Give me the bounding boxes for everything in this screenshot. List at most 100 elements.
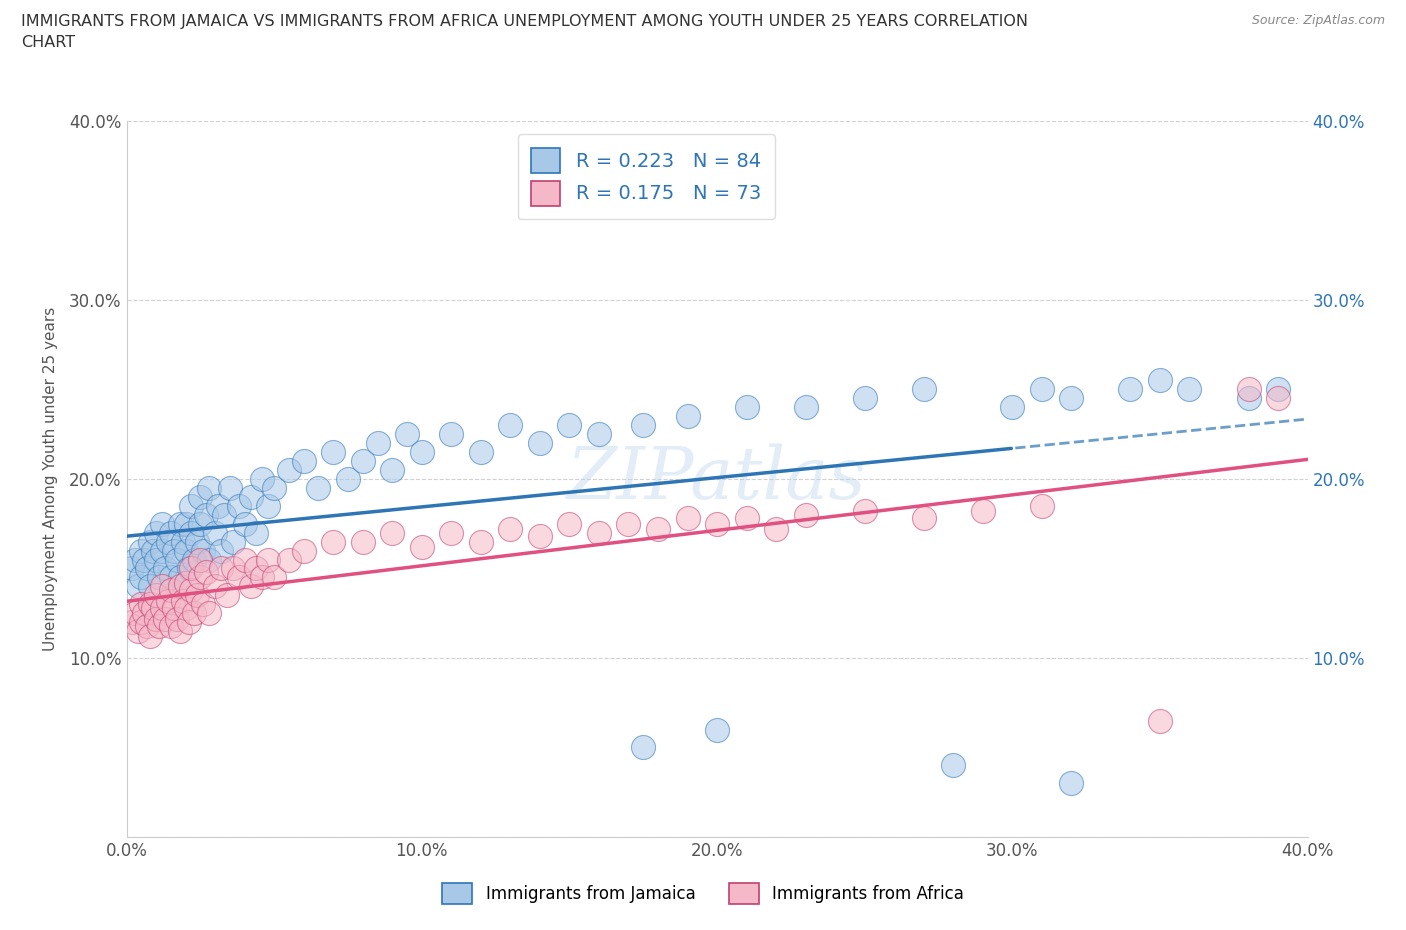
Point — [145, 552, 167, 567]
Point — [499, 522, 522, 537]
Legend: Immigrants from Jamaica, Immigrants from Africa: Immigrants from Jamaica, Immigrants from… — [429, 870, 977, 917]
Point — [150, 516, 173, 531]
Point — [160, 570, 183, 585]
Point — [647, 522, 669, 537]
Point — [121, 561, 143, 576]
Point — [177, 561, 200, 576]
Point — [252, 472, 274, 486]
Point — [145, 588, 167, 603]
Point — [166, 611, 188, 626]
Point — [156, 593, 179, 608]
Point — [186, 534, 208, 549]
Point — [1031, 498, 1053, 513]
Point — [617, 516, 640, 531]
Point — [142, 543, 165, 558]
Point — [222, 534, 245, 549]
Point — [972, 504, 994, 519]
Point — [381, 525, 404, 540]
Point — [183, 605, 205, 620]
Point — [292, 454, 315, 469]
Point — [1178, 382, 1201, 397]
Point — [204, 578, 226, 594]
Point — [588, 427, 610, 442]
Point — [129, 615, 153, 630]
Point — [706, 516, 728, 531]
Point — [180, 582, 202, 597]
Point — [139, 629, 162, 644]
Point — [440, 525, 463, 540]
Point — [853, 504, 876, 519]
Point — [676, 511, 699, 525]
Point — [136, 561, 159, 576]
Point — [1267, 391, 1289, 405]
Point — [706, 722, 728, 737]
Point — [257, 552, 280, 567]
Point — [263, 570, 285, 585]
Point — [233, 516, 256, 531]
Point — [153, 611, 176, 626]
Point — [499, 418, 522, 432]
Point — [292, 543, 315, 558]
Point — [765, 522, 787, 537]
Point — [411, 445, 433, 459]
Point — [156, 534, 179, 549]
Point — [853, 391, 876, 405]
Point — [1060, 391, 1083, 405]
Point — [263, 481, 285, 496]
Point — [245, 525, 267, 540]
Point — [153, 561, 176, 576]
Point — [160, 525, 183, 540]
Point — [193, 543, 215, 558]
Point — [169, 624, 191, 639]
Point — [169, 516, 191, 531]
Point — [1001, 400, 1024, 415]
Point — [1119, 382, 1142, 397]
Point — [308, 481, 330, 496]
Point — [252, 570, 274, 585]
Point — [169, 570, 191, 585]
Point — [440, 427, 463, 442]
Point — [322, 534, 344, 549]
Point — [198, 605, 221, 620]
Text: ZIPatlas: ZIPatlas — [567, 444, 868, 514]
Point — [177, 615, 200, 630]
Point — [278, 552, 301, 567]
Point — [142, 601, 165, 616]
Point — [169, 578, 191, 594]
Point — [121, 615, 143, 630]
Text: IMMIGRANTS FROM JAMAICA VS IMMIGRANTS FROM AFRICA UNEMPLOYMENT AMONG YOUTH UNDER: IMMIGRANTS FROM JAMAICA VS IMMIGRANTS FR… — [21, 14, 1028, 50]
Point — [239, 489, 262, 504]
Point — [278, 462, 301, 477]
Point — [188, 570, 212, 585]
Point — [233, 552, 256, 567]
Point — [180, 498, 202, 513]
Point — [529, 529, 551, 544]
Point — [381, 462, 404, 477]
Point — [139, 534, 162, 549]
Point — [172, 534, 194, 549]
Point — [1237, 382, 1260, 397]
Point — [1149, 373, 1171, 388]
Point — [188, 516, 212, 531]
Point — [129, 570, 153, 585]
Point — [145, 525, 167, 540]
Point — [588, 525, 610, 540]
Point — [172, 593, 194, 608]
Point — [139, 578, 162, 594]
Point — [228, 498, 250, 513]
Point — [188, 489, 212, 504]
Point — [163, 543, 186, 558]
Point — [942, 758, 965, 773]
Point — [239, 578, 262, 594]
Point — [1237, 391, 1260, 405]
Point — [148, 618, 170, 633]
Text: Source: ZipAtlas.com: Source: ZipAtlas.com — [1251, 14, 1385, 27]
Point — [215, 588, 238, 603]
Point — [794, 508, 817, 523]
Point — [174, 543, 197, 558]
Point — [207, 498, 229, 513]
Y-axis label: Unemployment Among Youth under 25 years: Unemployment Among Youth under 25 years — [44, 307, 58, 651]
Point — [735, 511, 758, 525]
Point — [212, 508, 235, 523]
Point — [222, 561, 245, 576]
